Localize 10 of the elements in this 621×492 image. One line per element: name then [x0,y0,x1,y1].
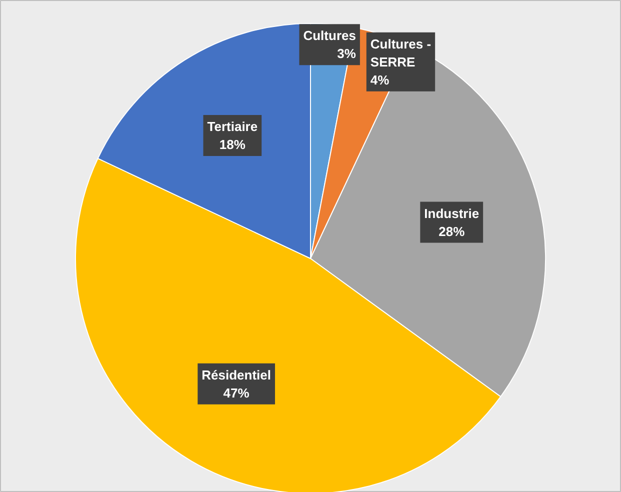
slice-label: Cultures [303,28,356,44]
data-label: 4% [370,72,390,88]
data-label: 18% [219,136,246,152]
slice-label: Industrie [424,206,480,221]
slice-label: Résidentiel [202,367,272,382]
data-label: 47% [223,385,250,400]
slice-label: Cultures - SERRE [370,36,432,70]
data-label: 28% [438,224,466,239]
slice-label: Tertiaire [207,118,258,134]
data-label: 3% [337,46,356,62]
